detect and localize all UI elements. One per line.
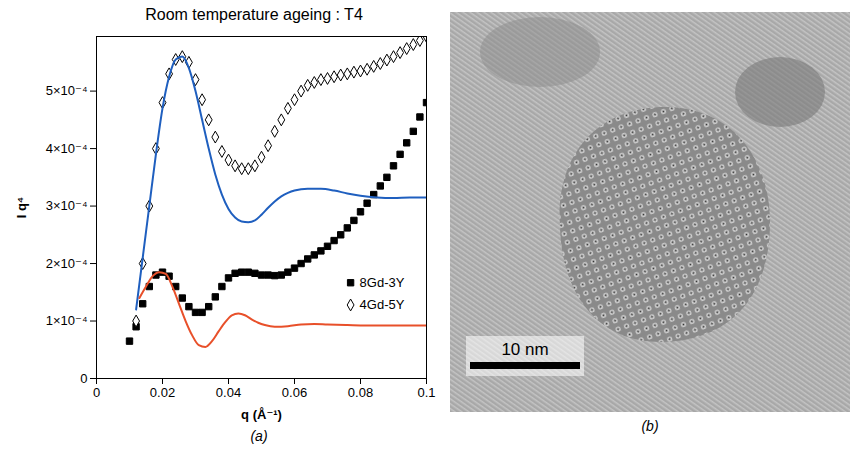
svg-text:0.02: 0.02	[150, 385, 175, 400]
svg-text:q (Å⁻¹): q (Å⁻¹)	[241, 407, 282, 422]
svg-text:4×10⁻⁴: 4×10⁻⁴	[46, 141, 88, 156]
svg-text:I q⁴: I q⁴	[14, 197, 29, 219]
svg-text:4Gd-5Y: 4Gd-5Y	[360, 297, 405, 312]
svg-text:10 nm: 10 nm	[501, 340, 548, 359]
html-text:Room temperature ageing : T4: Room temperature ageing : T4	[145, 6, 363, 23]
svg-text:0.04: 0.04	[216, 385, 241, 400]
svg-text:3×10⁻⁴: 3×10⁻⁴	[46, 198, 88, 213]
svg-text:1×10⁻⁴: 1×10⁻⁴	[46, 313, 88, 328]
html-text:(b): (b)	[641, 418, 659, 434]
svg-text:5×10⁻⁴: 5×10⁻⁴	[46, 83, 88, 98]
html-text:(a): (a)	[250, 428, 268, 444]
svg-text:2×10⁻⁴: 2×10⁻⁴	[46, 256, 88, 271]
svg-text:0.08: 0.08	[348, 385, 373, 400]
svg-text:0: 0	[93, 385, 100, 400]
svg-text:0: 0	[80, 371, 87, 386]
svg-text:8Gd-3Y: 8Gd-3Y	[360, 275, 405, 290]
svg-text:0.06: 0.06	[282, 385, 307, 400]
svg-text:0.1: 0.1	[417, 385, 435, 400]
